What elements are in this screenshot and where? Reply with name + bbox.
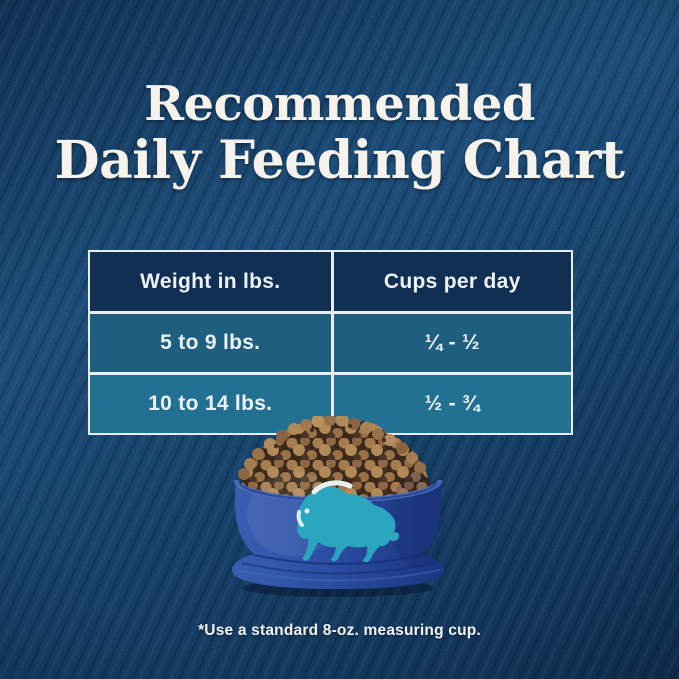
measuring-cup-footnote: *Use a standard 8-oz. measuring cup. <box>198 622 481 639</box>
dog-bowl-illustration <box>208 413 470 600</box>
table-cell-cups-row1: ¼ - ½ <box>330 311 571 372</box>
page-title-line1: Recommended <box>144 76 535 132</box>
table-cell-weight-row1: 5 to 9 lbs. <box>90 311 331 372</box>
page-title-line2: Daily Feeding Chart <box>54 130 625 191</box>
table-header-cups: Cups per day <box>330 252 571 311</box>
table-header-weight: Weight in lbs. <box>90 252 331 311</box>
feeding-table: Weight in lbs. Cups per day 5 to 9 lbs. … <box>88 250 573 435</box>
